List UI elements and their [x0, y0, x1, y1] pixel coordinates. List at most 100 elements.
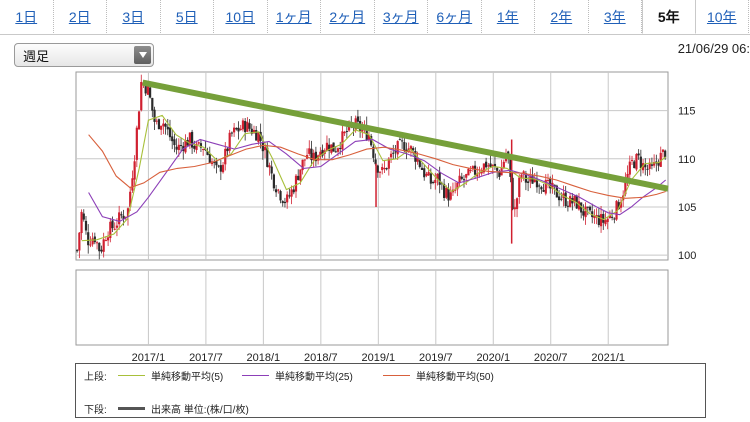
candle-body: [310, 148, 313, 161]
candle-body: [197, 142, 200, 144]
candle-body: [179, 145, 183, 147]
legend-ma5: 単純移動平均(5): [118, 368, 242, 383]
candle-body: [206, 151, 209, 155]
candle-body: [191, 131, 194, 148]
tab-7[interactable]: 3ヶ月: [375, 0, 428, 33]
candle-body: [606, 218, 609, 223]
candle-body: [221, 164, 225, 173]
tab-8[interactable]: 6ヶ月: [428, 0, 482, 33]
candle-body: [544, 179, 547, 194]
tab-10[interactable]: 2年: [535, 0, 589, 33]
candle-body: [230, 132, 233, 134]
candle-body: [389, 153, 393, 158]
candle-body: [599, 214, 603, 227]
legend-ma50-swatch: [383, 375, 410, 376]
interval-select-value: 週足: [23, 48, 50, 64]
tab-4[interactable]: 10日: [214, 0, 268, 33]
candle-body: [462, 179, 466, 181]
candle-body: [624, 180, 627, 195]
candle-body: [288, 195, 291, 197]
candle-body: [491, 164, 494, 167]
candle-body: [588, 206, 592, 211]
candle-body: [420, 167, 424, 170]
candle-body: [573, 195, 576, 203]
period-tabs: 1日 2日 3日 5日 10日 1ヶ月 2ヶ月 3ヶ月 6ヶ月 1年 2年 3年 5年 10年: [0, 0, 750, 35]
candle-body: [290, 189, 293, 197]
candle-body: [436, 173, 439, 180]
candle-body: [454, 189, 457, 191]
candle-body: [374, 159, 377, 165]
candle-body: [378, 171, 382, 173]
trendline-annotation: [142, 79, 669, 192]
tab-3[interactable]: 5日: [161, 0, 214, 33]
series-line-ma50: [88, 134, 666, 199]
candle-body: [580, 202, 583, 213]
candle-body: [255, 130, 258, 141]
candle-body: [98, 242, 101, 252]
candle-body: [429, 173, 432, 184]
candle-body: [106, 237, 110, 241]
candle-body: [489, 163, 492, 167]
y-tick-label: 105: [678, 202, 696, 214]
candle-body: [644, 164, 647, 168]
candle-body: [281, 201, 284, 204]
candle-body: [193, 146, 196, 149]
candle-body: [431, 182, 435, 184]
candle-body: [540, 187, 543, 190]
candle-body: [637, 153, 640, 156]
tab-12[interactable]: 5年: [642, 0, 696, 34]
candle-body: [557, 196, 561, 201]
tab-13[interactable]: 10年: [696, 0, 749, 33]
candle-body: [321, 149, 324, 156]
y-tick-label: 110: [678, 154, 696, 166]
tab-2[interactable]: 3日: [107, 0, 161, 33]
candle-body: [533, 178, 536, 183]
candle-body: [328, 144, 331, 151]
candle-body: [261, 142, 264, 152]
tab-5[interactable]: 1ヶ月: [268, 0, 321, 33]
candle-body: [409, 146, 413, 150]
candle-body: [564, 192, 567, 207]
candle-body: [308, 148, 311, 154]
candle-body: [657, 162, 660, 166]
candle-body: [137, 111, 141, 130]
candle-body: [78, 232, 81, 251]
x-tick-label: 2017/1: [132, 352, 166, 364]
candle-body: [653, 162, 656, 166]
candle-body: [664, 150, 667, 158]
volume-plot-frame: [75, 269, 669, 346]
candle-body: [566, 205, 570, 207]
tab-6[interactable]: 2ヶ月: [321, 0, 375, 33]
candle-body: [297, 175, 300, 180]
x-tick-label: 2018/7: [304, 352, 338, 364]
candle-body: [100, 249, 103, 252]
tab-9[interactable]: 1年: [482, 0, 535, 33]
candle-body: [151, 97, 154, 111]
candle-body: [339, 147, 342, 149]
tab-1[interactable]: 2日: [54, 0, 107, 33]
candle-body: [153, 109, 156, 122]
candle-body: [325, 142, 329, 151]
candle-body: [615, 200, 618, 220]
candle-body: [602, 213, 605, 223]
candle-body: [611, 216, 614, 218]
candle-body: [111, 220, 114, 229]
candle-body: [392, 152, 395, 154]
candle-body: [168, 127, 172, 138]
candle-body: [639, 156, 642, 169]
chevron-down-icon[interactable]: [134, 46, 151, 64]
interval-select[interactable]: 週足: [14, 43, 154, 67]
candle-body: [188, 132, 191, 146]
last-updated-timestamp: 21/06/29 06:: [677, 41, 750, 56]
candle-body: [476, 173, 479, 177]
candle-body: [661, 149, 665, 152]
legend-volume-label: 出来高 単位:(株/口/枚): [151, 405, 249, 416]
tab-0[interactable]: 1日: [0, 0, 54, 33]
tab-11[interactable]: 3年: [589, 0, 642, 33]
legend-volume: 出来高 単位:(株/口/枚): [118, 401, 249, 416]
candle-body: [473, 165, 477, 175]
candle-body: [286, 194, 289, 203]
candle-body: [109, 221, 112, 238]
candle-body: [166, 126, 169, 130]
candle-body: [91, 238, 94, 245]
